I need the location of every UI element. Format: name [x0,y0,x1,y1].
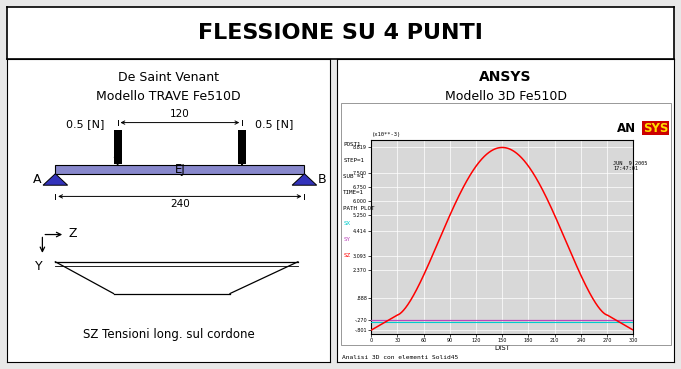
Text: SUB =1: SUB =1 [343,174,364,179]
Text: Modello 3D Fe510D: Modello 3D Fe510D [445,90,567,103]
Text: 240: 240 [170,199,190,210]
Text: 120: 120 [170,109,190,119]
Text: AN: AN [617,122,636,135]
Text: 0.5 [N]: 0.5 [N] [66,118,105,129]
Text: (x10**-3): (x10**-3) [372,132,401,137]
Text: Z: Z [68,227,77,239]
Text: SZ Tensioni long. sul cordone: SZ Tensioni long. sul cordone [82,328,255,341]
Text: SYS: SYS [643,122,668,135]
Text: De Saint Venant: De Saint Venant [118,71,219,84]
Bar [114,130,122,164]
Polygon shape [292,174,317,185]
Text: POST1: POST1 [343,142,361,147]
Polygon shape [43,174,67,185]
Text: JUN  9 2005
17:47:01: JUN 9 2005 17:47:01 [613,161,647,171]
Text: A: A [33,173,42,186]
Text: EJ: EJ [174,163,185,176]
Text: SZ: SZ [343,253,350,258]
Text: TIME=1: TIME=1 [343,190,364,195]
Text: SY: SY [343,237,350,242]
Text: SX: SX [343,221,350,227]
Text: STEP=1: STEP=1 [343,158,364,163]
Text: ANSYS: ANSYS [479,70,532,84]
Text: FLESSIONE SU 4 PUNTI: FLESSIONE SU 4 PUNTI [198,23,483,43]
Text: PATH PLOT: PATH PLOT [343,206,375,211]
Bar [238,130,246,164]
Text: Analisi 3D con elementi Solid45: Analisi 3D con elementi Solid45 [342,355,458,360]
X-axis label: DIST: DIST [494,345,510,351]
Text: Y: Y [35,260,43,273]
Text: 0.5 [N]: 0.5 [N] [255,118,294,129]
Bar [55,165,304,174]
Text: B: B [318,173,326,186]
Text: Modello TRAVE Fe510D: Modello TRAVE Fe510D [96,90,241,103]
